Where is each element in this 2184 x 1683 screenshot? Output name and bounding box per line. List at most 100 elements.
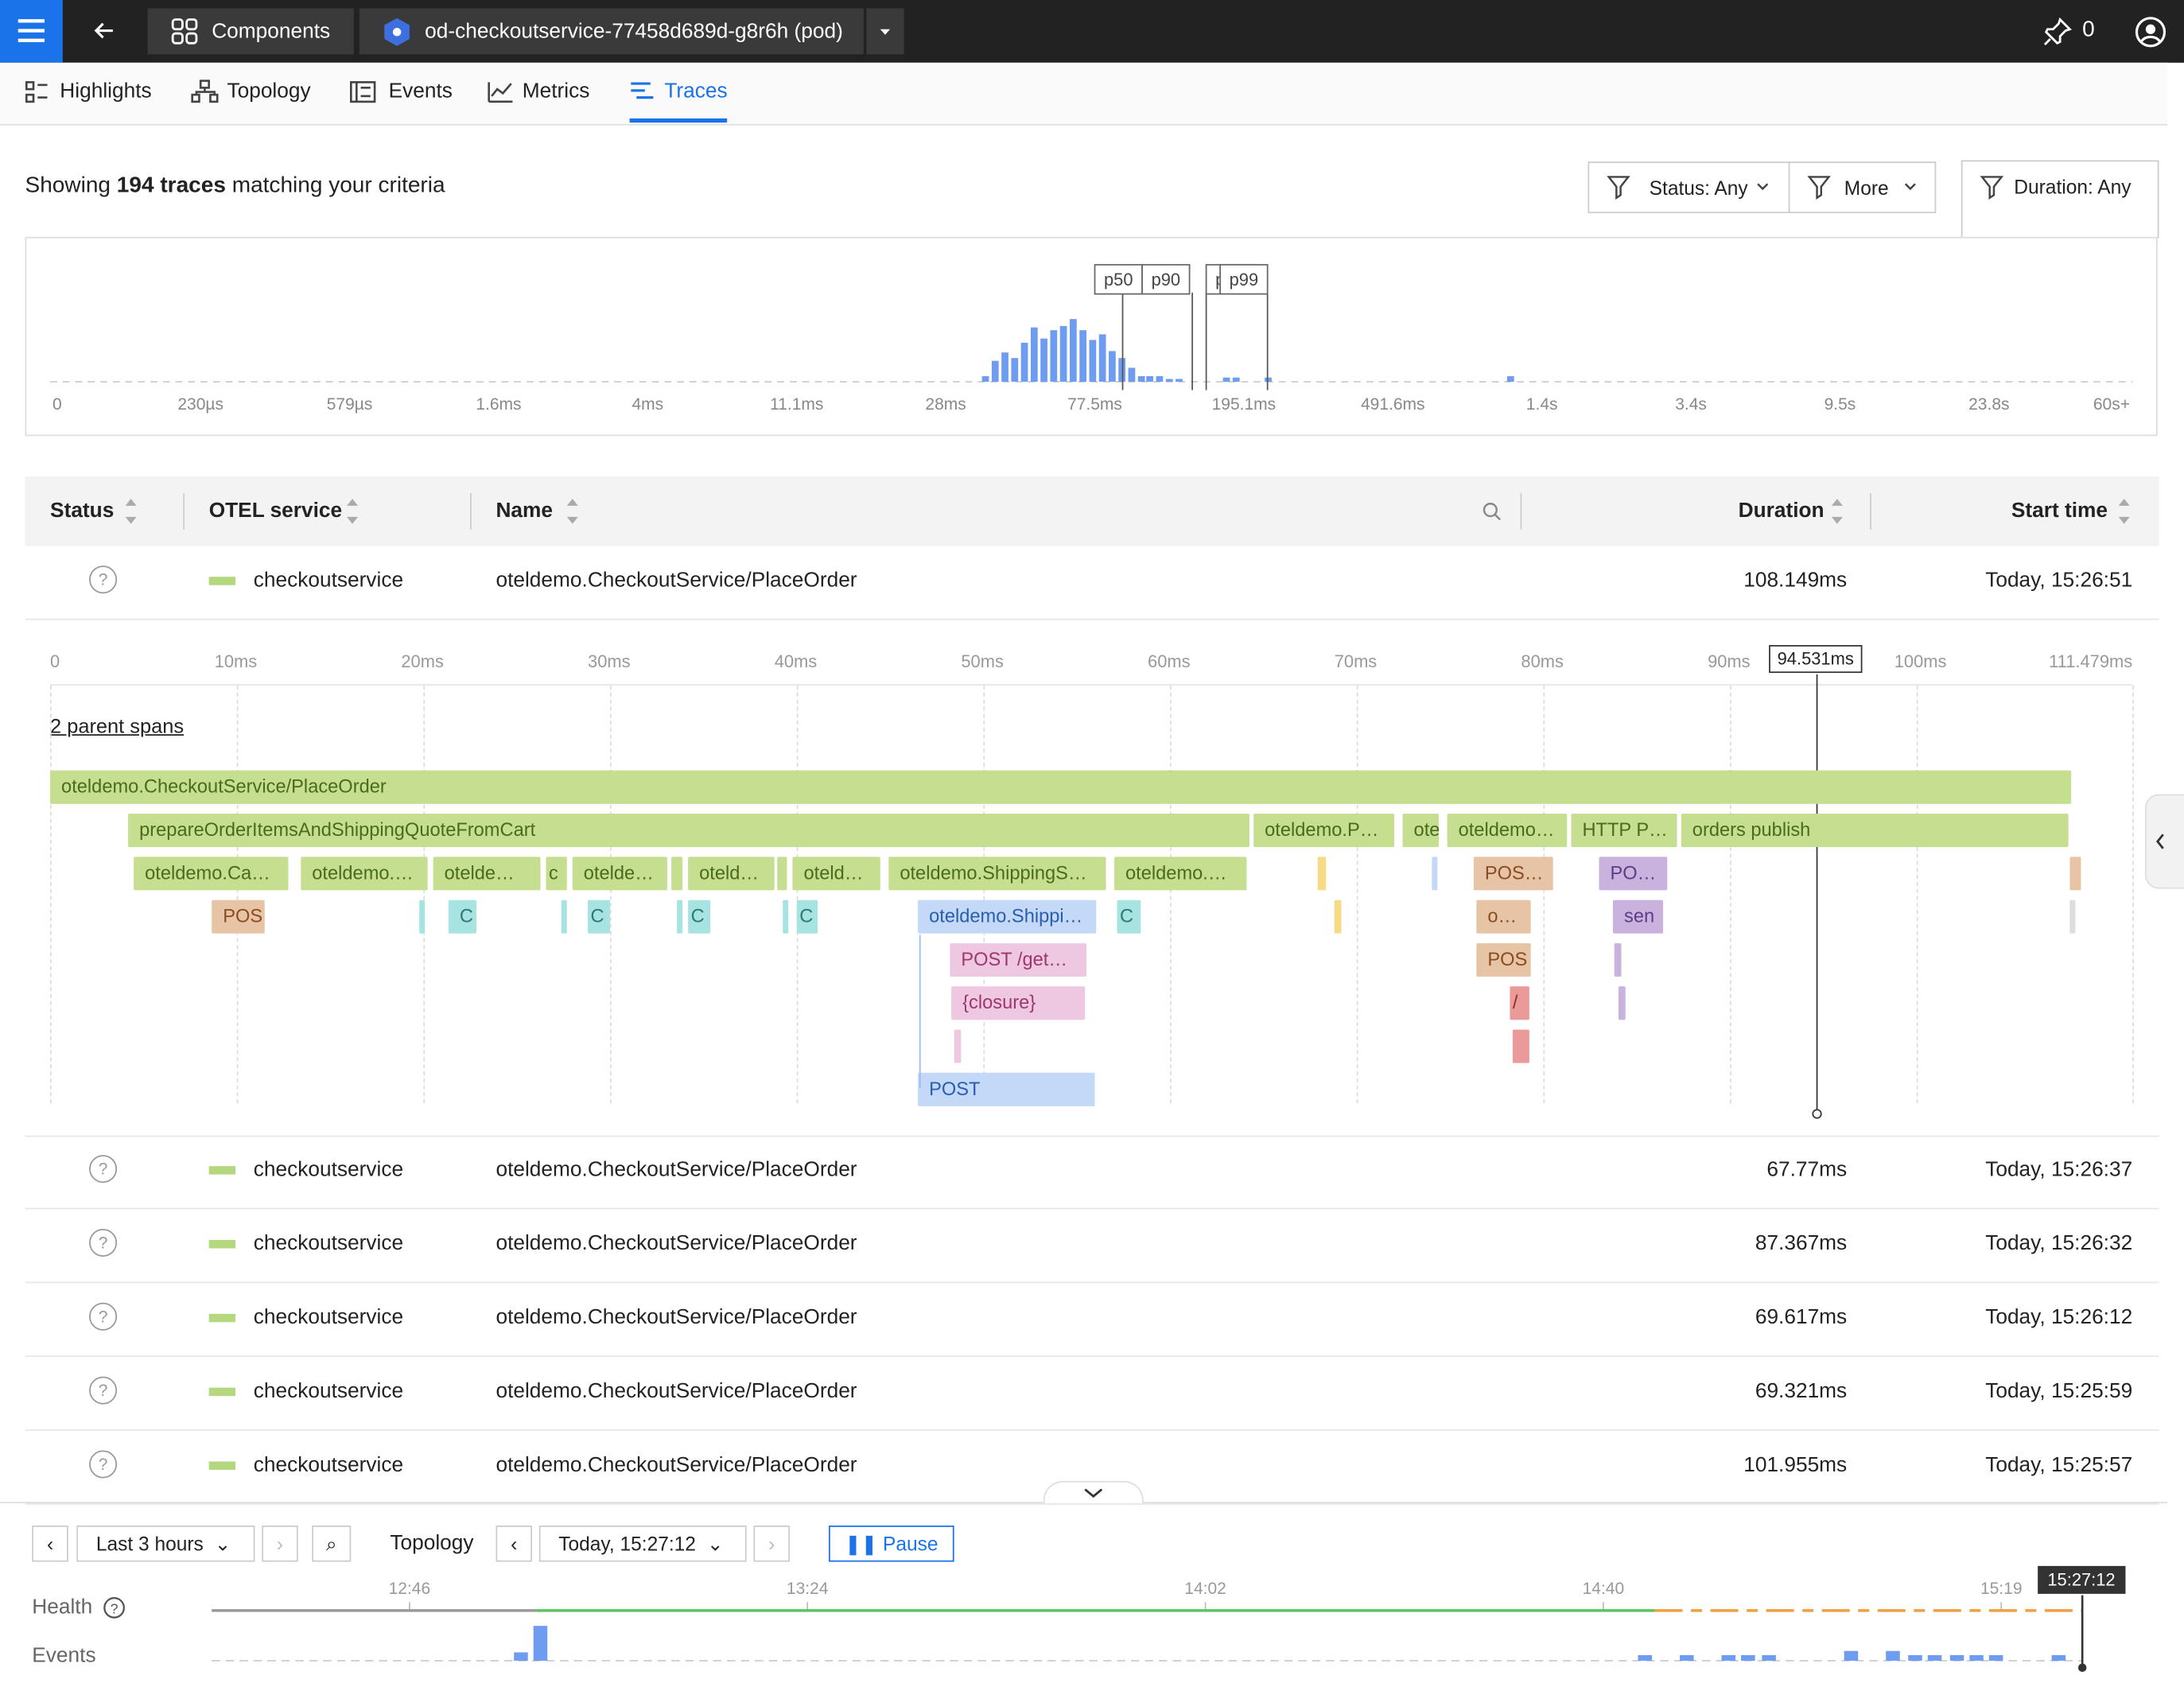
service-color xyxy=(208,1239,235,1249)
span-bar: oteldemo.CheckoutService/PlaceOrder xyxy=(50,770,2072,804)
shape xyxy=(1084,1488,1103,1498)
trace-axis-label: 111.479ms xyxy=(2049,651,2133,672)
status-icon: ? xyxy=(89,1376,118,1405)
shape xyxy=(17,19,45,42)
shape xyxy=(631,82,654,99)
histogram-bar xyxy=(991,360,999,382)
duration: 67.77ms xyxy=(1766,1157,1848,1182)
span-bar xyxy=(777,857,787,891)
shape xyxy=(171,18,184,31)
span-bar xyxy=(1432,857,1438,891)
shape xyxy=(880,29,891,35)
column-header[interactable]: Name xyxy=(495,499,554,523)
text: od-checkoutservice-77458d689d-g8r6h (pod… xyxy=(425,19,843,44)
span-bar xyxy=(1618,986,1626,1020)
timeline-tick: 15:19 xyxy=(1980,1580,2023,1598)
side-handle[interactable] xyxy=(2144,794,2184,889)
shape xyxy=(191,93,200,103)
table-row xyxy=(25,1283,2159,1358)
prev-button[interactable]: ‹ xyxy=(32,1526,68,1562)
histogram-bar xyxy=(981,375,989,382)
event-bar xyxy=(514,1652,528,1661)
components-icon xyxy=(171,18,198,45)
span-bar: oteldemo.Shippi… xyxy=(918,900,1097,934)
user-icon[interactable] xyxy=(2134,15,2167,49)
pause-button[interactable]: ❚❚ Pause xyxy=(829,1526,954,1562)
service: checkoutservice xyxy=(253,1452,404,1477)
column-header[interactable]: Start time xyxy=(2011,499,2108,523)
zoom-button[interactable]: ⌕ xyxy=(312,1526,352,1562)
span-bar xyxy=(783,900,789,934)
tab-active[interactable]: Traces xyxy=(664,79,728,103)
status-icon: ? xyxy=(89,1228,118,1257)
tab[interactable]: Metrics xyxy=(522,79,590,103)
shape xyxy=(103,1597,126,1619)
pin-count: 0 xyxy=(2082,17,2095,42)
percentile-label: p90 xyxy=(1152,270,1180,290)
percentile-label: p99 xyxy=(1230,270,1258,290)
tab[interactable]: Topology xyxy=(227,79,311,103)
next-button[interactable]: › xyxy=(262,1526,298,1562)
histogram-panel xyxy=(25,236,2158,437)
help-icon: ? xyxy=(103,1597,126,1619)
trace-axis-label: 40ms xyxy=(774,651,818,672)
time-select[interactable]: Today, 15:27:12 ⌄ xyxy=(538,1526,747,1562)
histogram-bar xyxy=(1222,377,1230,382)
status-icon: ? xyxy=(89,1450,118,1479)
time-prev[interactable]: ‹ xyxy=(495,1526,532,1562)
resource-dropdown[interactable] xyxy=(866,8,904,55)
resource[interactable]: od-checkoutservice-77458d689d-g8r6h (pod… xyxy=(359,8,864,55)
back-icon[interactable] xyxy=(91,17,119,45)
shape xyxy=(125,499,2130,524)
timeline: 12:46 13:24 14:02 14:40 15:19 xyxy=(212,1580,2087,1672)
shape xyxy=(94,22,113,39)
trace-axis-line xyxy=(50,684,2133,686)
shape xyxy=(185,32,198,45)
trace-axis-label: 90ms xyxy=(1708,651,1751,672)
event-bar xyxy=(1988,1654,2003,1661)
column-header[interactable]: OTEL service xyxy=(208,499,343,523)
grid-line xyxy=(50,685,52,1104)
trace-name: oteldemo.CheckoutService/PlaceOrder xyxy=(495,1452,857,1477)
status-icon: ? xyxy=(89,1302,118,1331)
column-header[interactable]: Duration xyxy=(1738,499,1825,523)
duration: 101.955ms xyxy=(1743,1452,1848,1477)
event-bar xyxy=(1638,1654,1653,1661)
span-bar: oteld… xyxy=(792,857,880,891)
shape xyxy=(25,93,35,103)
filter-status[interactable]: Status: Any xyxy=(1587,161,1790,214)
service: checkoutservice xyxy=(253,568,404,593)
shape xyxy=(1807,176,1831,200)
time-next[interactable]: › xyxy=(753,1526,790,1562)
grid-line xyxy=(1356,685,1358,1104)
event-bar xyxy=(1927,1654,1942,1661)
menu-button[interactable] xyxy=(0,0,63,63)
span-bar: oteldemo… xyxy=(1447,813,1568,848)
histogram-bar xyxy=(1089,340,1097,382)
duration: 108.149ms xyxy=(1743,568,1848,593)
start-time: Today, 15:26:51 xyxy=(1985,568,2133,593)
parent-spans-link[interactable]: 2 parent spans xyxy=(50,716,185,739)
range-select[interactable]: Last 3 hours ⌄ xyxy=(76,1526,255,1562)
axis-label: 0 xyxy=(52,395,62,414)
trace-axis-label: 100ms xyxy=(1894,651,1947,672)
span-link xyxy=(919,935,921,1089)
span-bar: C xyxy=(1117,900,1141,934)
cursor-label: 94.531ms xyxy=(1769,645,1863,674)
table-row xyxy=(25,1136,2159,1210)
start-time: Today, 15:25:57 xyxy=(1985,1452,2133,1477)
grid-line xyxy=(796,685,799,1104)
tab[interactable]: Events xyxy=(388,79,453,103)
table-row xyxy=(25,1209,2159,1284)
filter-duration[interactable]: Duration: Any xyxy=(1961,160,2159,239)
shape xyxy=(1607,176,2004,200)
trace-name: oteldemo.CheckoutService/PlaceOrder xyxy=(495,1379,857,1403)
tab-icons xyxy=(25,80,654,103)
span-bar: oteldemo.Ca… xyxy=(134,857,289,891)
column-header[interactable]: Status xyxy=(50,499,115,523)
histogram-bar xyxy=(1156,375,1164,382)
text: Components xyxy=(212,19,331,44)
trace-axis-label: 80ms xyxy=(1521,651,1564,672)
breadcrumb[interactable]: Components xyxy=(147,8,354,55)
tab[interactable]: Highlights xyxy=(60,79,152,103)
